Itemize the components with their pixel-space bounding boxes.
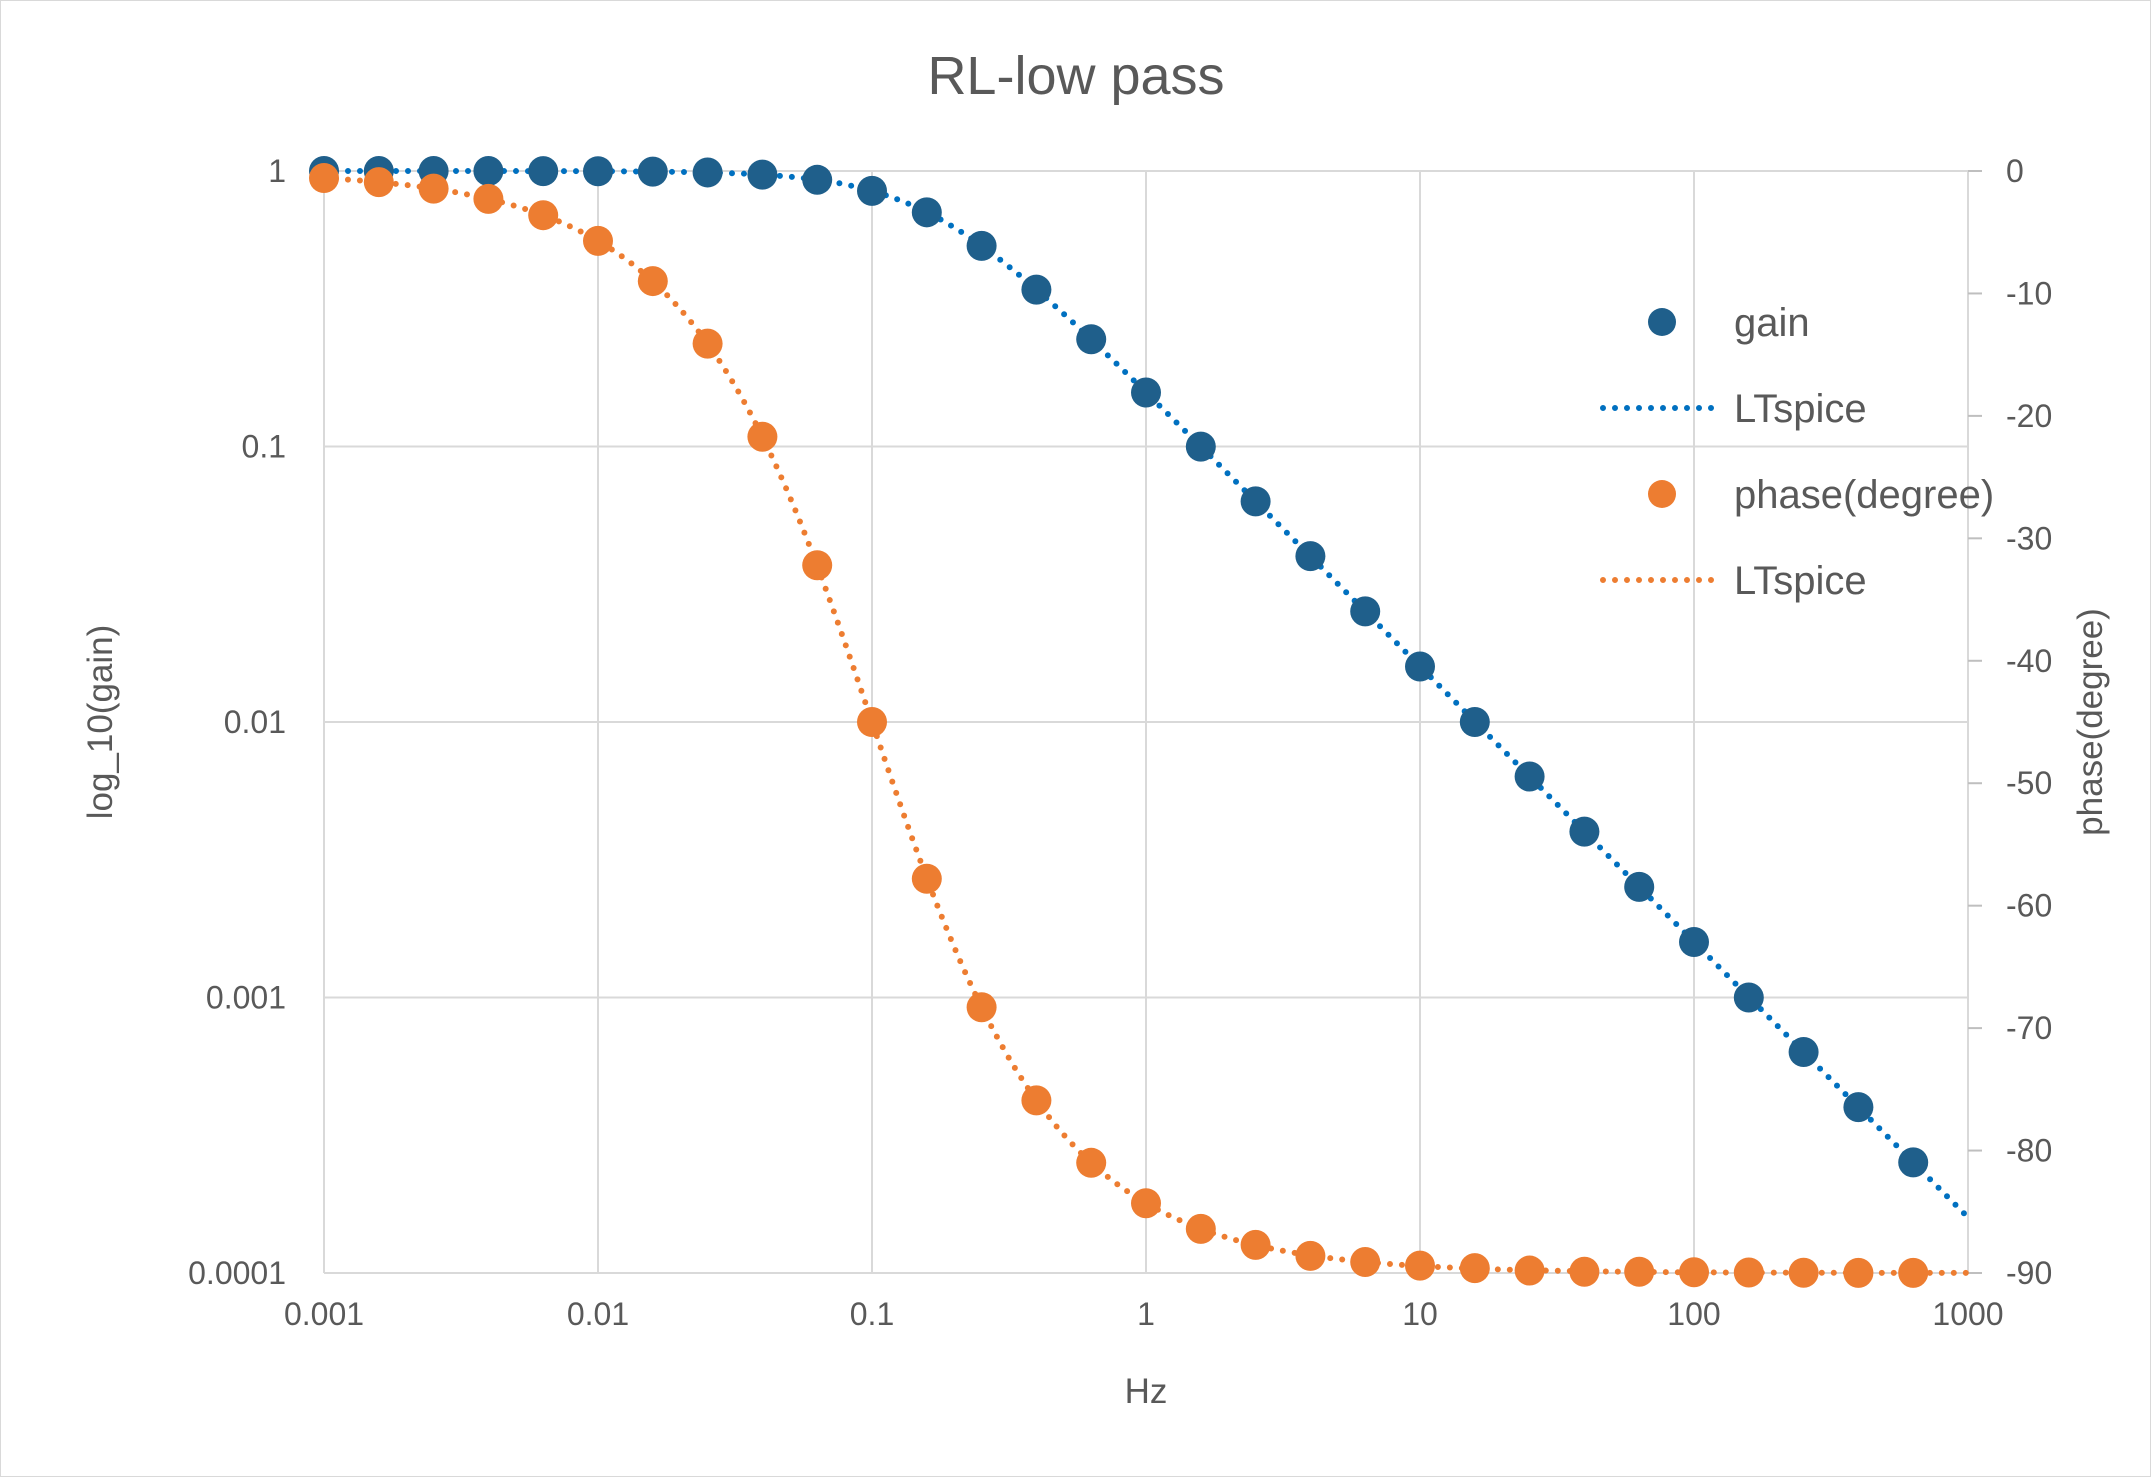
y-axis-title: log_10(gain) [81,625,120,820]
y2-tick-label: -60 [2006,888,2052,924]
y-tick-label: 0.001 [206,980,286,1016]
y-tick-label: 0.01 [224,704,286,740]
phase-point [1295,1240,1326,1271]
gain-point [1679,927,1709,958]
gain-point [1295,541,1326,572]
phase-point [1350,1246,1381,1277]
gain-point [528,156,559,187]
legend-marker-phase [1648,480,1676,508]
y2-tick-label: -40 [2006,643,2052,679]
gain-point [1733,982,1764,1013]
gain-point [1569,816,1600,847]
gain-point [1021,274,1052,305]
y2-tick-label: -10 [2006,275,2052,311]
gain-point [911,197,942,228]
phase-point [528,200,559,231]
phase-point [1076,1147,1107,1178]
phase-point [1624,1256,1655,1287]
gain-point [1624,871,1655,902]
legend: gain LTspice phase(degree) LTspice [1600,301,1994,603]
gain-point [1185,431,1216,462]
gain-point [1350,596,1381,627]
y2-tick-label: 0 [2006,153,2024,189]
phase-point [747,421,778,452]
x-tick-label: 1000 [1932,1296,2003,1332]
phase-point [692,328,723,359]
phase-point [309,162,339,193]
gain-point [637,156,668,187]
y-tick-label: 0.0001 [188,1255,286,1291]
y2-tick-label: -50 [2006,765,2052,801]
x-tick-label: 10 [1402,1296,1438,1332]
phase-point [583,225,613,256]
phase-point [1843,1257,1874,1288]
phase-point [1405,1250,1435,1281]
phase-point [1898,1257,1929,1288]
x-tick-label: 100 [1667,1296,1720,1332]
gain-point [692,157,723,188]
y2-tick-label: -70 [2006,1010,2052,1046]
phase-point [418,173,449,204]
legend-label-ltspice-gain: LTspice [1734,387,1867,431]
phase-point [1733,1257,1764,1288]
grid-layer [323,170,1969,1274]
gain-point [802,164,833,195]
gain-point [1131,377,1161,408]
phase-point [802,550,833,581]
legend-label-ltspice-phase: LTspice [1734,559,1867,603]
axis-layer: 0.001 0.01 0.1 1 10 100 1000 1 0.1 0.01 0.001 0.000… [188,153,2052,1332]
phase-point [1788,1257,1819,1288]
phase-point [1240,1229,1271,1260]
phase-point [473,183,504,214]
gain-point [747,159,778,190]
x-tick-label: 0.1 [850,1296,894,1332]
chart-title: RL-low pass [927,46,1224,106]
y2-tick-label: -80 [2006,1133,2052,1169]
y2-axis-title: phase(degree) [2071,608,2110,836]
phase-point [1459,1253,1490,1284]
phase-point [1679,1257,1709,1288]
phase-point [966,992,997,1023]
legend-label-gain: gain [1734,301,1810,345]
gain-point [1843,1092,1874,1123]
phase-point [1514,1255,1545,1286]
y2-tick-label: -20 [2006,398,2052,434]
x-tick-label: 0.01 [567,1296,629,1332]
y-tick-label: 0.1 [242,429,286,465]
x-tick-label: 1 [1137,1296,1155,1332]
legend-marker-gain [1648,308,1676,336]
gain-point [583,156,613,187]
gain-point [1405,651,1435,682]
gain-point [1898,1147,1929,1178]
phase-point [637,266,668,297]
phase-point [1021,1085,1052,1116]
legend-label-phase: phase(degree) [1734,473,1994,517]
gain-point [966,230,997,261]
gain-point [1459,707,1490,737]
gain-point [1514,761,1545,792]
gain-point [857,175,887,206]
y2-tick-label: -30 [2006,520,2052,556]
gain-point [1076,324,1107,355]
phase-point [1569,1256,1600,1287]
x-axis-title: Hz [1125,1372,1168,1411]
phase-point [1131,1188,1161,1219]
x-tick-label: 0.001 [284,1296,364,1332]
y-tick-label: 1 [268,153,286,189]
gain-point [1240,486,1271,517]
y2-tick-label: -90 [2006,1255,2052,1291]
phase-point [911,863,942,894]
marker-layer [309,156,1929,1288]
gain-point [1788,1037,1819,1068]
phase-point [1185,1213,1216,1244]
gain-point [473,156,504,186]
phase-point [857,707,887,737]
phase-point [363,167,394,198]
